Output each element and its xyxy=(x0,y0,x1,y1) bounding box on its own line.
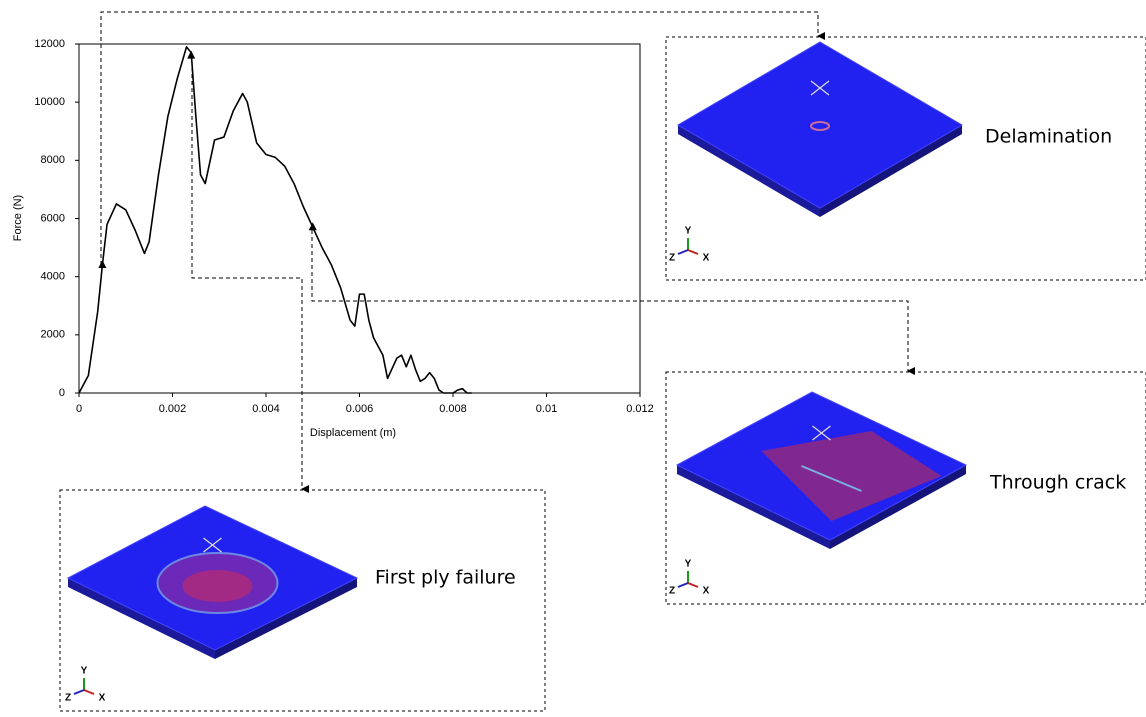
load-point xyxy=(203,537,222,553)
y-tick-label: 12000 xyxy=(34,38,65,50)
damage xyxy=(761,431,942,521)
triad-label: X xyxy=(99,693,106,704)
x-tick-label: 0.006 xyxy=(346,403,374,415)
triad-label: Y xyxy=(685,559,692,570)
event-marker xyxy=(308,222,317,231)
panel-frame xyxy=(59,489,546,712)
connector xyxy=(191,60,309,493)
x-tick-label: 0.008 xyxy=(439,403,467,415)
y-tick-label: 4000 xyxy=(41,271,65,283)
event-marker xyxy=(187,50,196,59)
event-marker xyxy=(98,260,107,269)
triad-axis xyxy=(687,582,699,588)
y-tick-label: 8000 xyxy=(41,154,65,166)
triad-axis xyxy=(677,249,689,255)
plot: 0 0.002 0.004 0.006 0.008 0.01 0.012 0 2000 4000 6… xyxy=(34,38,653,415)
panels: Delamination Y Z X Through crack Y Z X First ply… xyxy=(59,36,1146,712)
damage xyxy=(801,465,862,492)
damage xyxy=(182,570,253,602)
annotation-label: First ply failure xyxy=(375,567,516,589)
y-axis-label: Force (N) xyxy=(12,195,24,241)
plate-side xyxy=(830,465,966,549)
panel-frame xyxy=(665,36,1146,281)
x-tick-label: 0 xyxy=(76,403,82,415)
x-tick-label: 0.01 xyxy=(536,403,557,415)
annotation-label: Through crack xyxy=(989,472,1126,494)
y-tick-label: 10000 xyxy=(34,96,65,108)
triad-axis xyxy=(677,582,689,588)
load-point xyxy=(812,425,831,441)
triad-label: X xyxy=(703,253,710,264)
y-tick-label: 0 xyxy=(59,387,65,399)
damage xyxy=(810,121,830,131)
plate-side xyxy=(820,125,962,217)
panel-frame xyxy=(665,371,1146,605)
connector xyxy=(311,230,915,375)
triad-label: Y xyxy=(685,226,692,237)
annotation-label: Delamination xyxy=(985,126,1112,148)
x-tick-label: 0.012 xyxy=(626,403,654,415)
triad-label: Z xyxy=(65,693,71,704)
load-point xyxy=(810,80,830,96)
x-tick-label: 0.004 xyxy=(252,403,280,415)
connector xyxy=(100,11,825,265)
y-tick-label: 6000 xyxy=(41,212,65,224)
triad-label: Y xyxy=(81,666,88,677)
triad-label: Z xyxy=(669,586,675,597)
plate-side xyxy=(677,465,830,549)
triad-label: X xyxy=(703,586,710,597)
x-axis-label: Displacement (m) xyxy=(310,427,396,439)
triad-label: Z xyxy=(669,253,675,264)
plot-frame xyxy=(78,43,641,394)
x-tick-label: 0.002 xyxy=(159,403,187,415)
triad-axis xyxy=(687,249,699,255)
plate-side xyxy=(678,125,820,217)
y-tick-label: 2000 xyxy=(41,329,65,341)
triad-axis xyxy=(73,689,85,695)
plate-top xyxy=(677,41,963,209)
plate-side xyxy=(68,578,215,659)
plate-side xyxy=(215,578,357,659)
triad-axis xyxy=(83,689,95,695)
force-curve xyxy=(78,46,472,394)
